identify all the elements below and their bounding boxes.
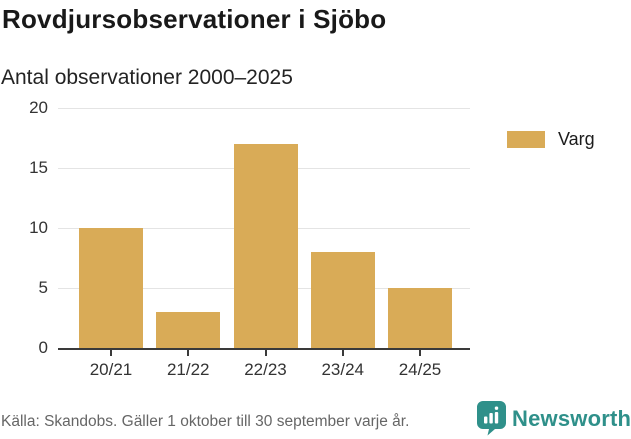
legend: Varg [507,129,595,150]
newsworthy-icon [477,401,506,436]
y-tick-label: 0 [38,338,48,357]
brand-name: Newsworthy [512,405,631,431]
x-tick-label: 24/25 [398,360,442,379]
y-tick-label: 20 [29,98,48,117]
x-tick-label: 21/22 [166,360,210,379]
newsworthy-logo: Newsworthy [477,401,631,436]
x-tick-mark [264,350,267,356]
legend-swatch [507,131,545,148]
x-tick-mark [341,350,344,356]
gridline [58,107,470,109]
x-tick-mark [110,350,112,356]
legend-label: Varg [558,129,595,149]
bar-20-21 [79,228,143,348]
bar-22-23 [233,144,298,348]
bar-24-25 [388,288,452,348]
x-tick-mark [187,350,190,356]
bar-23-24 [310,252,375,348]
y-tick-label: 15 [29,158,48,177]
x-tick-mark [419,350,421,356]
source-note: Källa: Skandobs. Gäller 1 oktober till 3… [1,413,410,430]
x-axis: 20/21 21/22 22/23 23/24 24/25 [58,348,470,388]
chart-subtitle: Antal observationer 2000–2025 [1,66,293,89]
bar-21-22 [156,312,221,348]
x-tick-label: 20/21 [89,360,133,379]
plot-area [58,107,470,350]
x-tick-label: 22/23 [244,360,287,379]
y-tick-label: 10 [29,218,48,237]
y-tick-label: 5 [38,278,48,297]
y-axis: 0 5 10 15 20 [8,98,48,357]
page-title: Rovdjursobservationer i Sjöbo [2,4,387,34]
x-tick-label: 23/24 [321,360,365,379]
